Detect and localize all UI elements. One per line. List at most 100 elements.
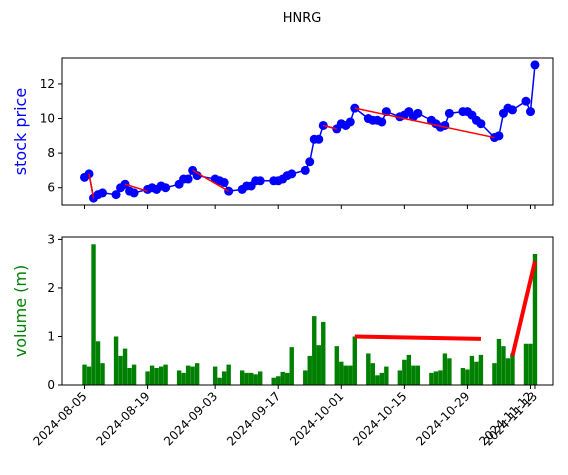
price-marker xyxy=(98,188,108,198)
volume-bar xyxy=(244,372,249,385)
volume-bar xyxy=(239,370,245,385)
volume-bar xyxy=(258,371,263,385)
y-tick-label: 1 xyxy=(47,329,55,343)
trend-segment xyxy=(323,124,337,130)
price-marker xyxy=(413,108,423,118)
volume-bar xyxy=(86,366,92,385)
price-marker xyxy=(440,120,450,130)
volume-bar xyxy=(523,343,529,385)
axes-frame xyxy=(61,57,554,206)
volume-bar xyxy=(438,370,443,385)
volume-bar xyxy=(460,368,466,385)
volume-bar xyxy=(406,354,412,385)
volume-bar xyxy=(352,336,357,385)
volume-bar xyxy=(276,376,281,385)
volume-bar xyxy=(384,366,389,385)
volume-bar xyxy=(478,354,484,385)
volume-bar xyxy=(496,338,502,385)
y-tick-label: 6 xyxy=(47,181,55,195)
trend-segment xyxy=(510,260,537,357)
price-marker xyxy=(192,171,202,181)
volume-bar xyxy=(271,377,276,385)
price-marker xyxy=(476,119,486,129)
volume-bar xyxy=(289,347,294,385)
volume-bar xyxy=(131,364,137,385)
volume-bar xyxy=(185,365,191,385)
trend-segment xyxy=(192,169,230,192)
volume-bar xyxy=(402,359,407,385)
price-marker xyxy=(129,188,139,198)
volume-bar xyxy=(433,371,439,385)
volume-bar xyxy=(510,353,515,385)
volume-bar xyxy=(465,369,470,385)
volume-bar xyxy=(95,341,101,385)
trend-segment xyxy=(354,107,495,139)
volume-bar xyxy=(149,365,155,385)
volume-bar xyxy=(334,346,339,385)
volume-bar xyxy=(127,368,132,385)
price-marker xyxy=(219,178,229,188)
volume-bar xyxy=(253,374,258,385)
volume-bar xyxy=(181,372,186,385)
volume-bar xyxy=(343,365,348,385)
price-marker xyxy=(525,107,535,117)
trend-segment xyxy=(124,183,148,192)
volume-bar xyxy=(221,371,227,385)
price-marker xyxy=(183,174,193,184)
price-marker xyxy=(530,60,540,70)
volume-bar xyxy=(226,364,231,385)
volume-bar xyxy=(321,321,326,385)
volume-bar xyxy=(163,364,168,385)
volume-bar xyxy=(217,377,222,385)
chart-title: HNRG xyxy=(283,11,322,26)
volume-bar xyxy=(158,366,164,385)
volume-bar xyxy=(501,346,506,385)
volume-bar xyxy=(474,361,479,385)
volume-bar xyxy=(370,363,376,385)
volume-bar xyxy=(113,336,119,385)
volume-bar xyxy=(447,358,452,385)
volume-bar xyxy=(82,364,87,385)
volume-bar xyxy=(442,353,448,385)
trend-segment xyxy=(354,334,481,341)
volume-bar xyxy=(100,363,105,385)
volume-bar xyxy=(505,358,511,385)
volume-bar xyxy=(194,363,200,385)
volume-bar xyxy=(339,361,344,385)
price-marker xyxy=(377,117,387,127)
price-marker xyxy=(345,117,355,127)
y-axis-label: volume (m) xyxy=(11,265,30,357)
price-marker xyxy=(318,120,328,130)
volume-bar xyxy=(176,370,182,385)
volume-bar xyxy=(411,365,416,385)
volume-bar xyxy=(303,370,308,385)
volume-bar xyxy=(280,371,285,385)
volume-bar xyxy=(316,345,321,385)
volume-bar xyxy=(532,253,538,385)
price-marker xyxy=(161,183,171,193)
price-marker xyxy=(507,105,517,115)
price-marker xyxy=(111,190,121,200)
trend-segment xyxy=(88,173,95,199)
volume-bar xyxy=(91,244,96,385)
volume-bar xyxy=(154,368,159,385)
price-marker xyxy=(120,179,130,189)
volume-bar xyxy=(429,372,434,385)
volume-bar xyxy=(366,353,371,385)
price-marker xyxy=(305,157,315,167)
y-tick-label: 3 xyxy=(47,232,55,246)
volume-bar xyxy=(118,355,123,385)
y-tick-label: 10 xyxy=(40,112,55,126)
price-marker xyxy=(314,134,324,144)
price-marker xyxy=(494,131,504,141)
y-tick-label: 2 xyxy=(47,281,55,295)
volume-bar xyxy=(375,375,380,385)
price-marker xyxy=(287,169,297,179)
axes-frame xyxy=(61,236,554,386)
volume-bar xyxy=(248,372,254,385)
volume-bar xyxy=(348,365,353,385)
price-marker xyxy=(521,96,531,106)
volume-bar xyxy=(469,355,475,385)
